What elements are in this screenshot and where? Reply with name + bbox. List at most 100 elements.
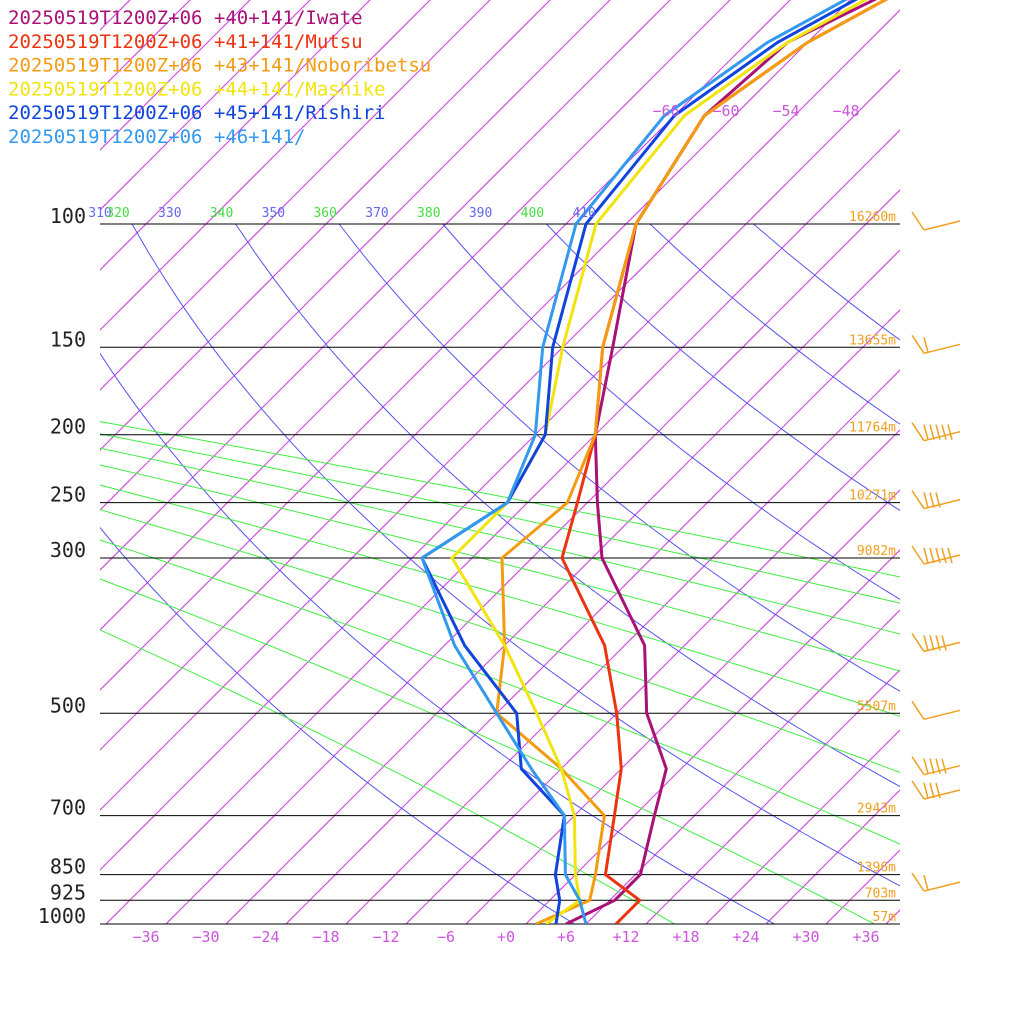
wind-barbs [911, 211, 961, 892]
dry-adiabat-line [442, 223, 900, 600]
pressure-label: 500 [50, 693, 86, 717]
wind-barb-staff [911, 780, 925, 800]
wind-barb-tick [947, 547, 953, 564]
pressure-label: 250 [50, 483, 86, 507]
wind-barb [911, 872, 961, 892]
wind-barb-staff [911, 756, 925, 776]
theta-label: 310 [88, 206, 111, 221]
wind-barb-tick [929, 782, 935, 799]
wind-barb-shaft [923, 764, 961, 776]
theta-label: 400 [521, 206, 544, 221]
wind-barb-tick [923, 874, 929, 891]
wind-barb-tick [923, 782, 929, 799]
wind-barb-shaft [923, 430, 961, 442]
isotherm-line [100, 0, 731, 631]
legend-entry: 20250519T1200Z+06 +41+141/Mutsu [8, 31, 363, 53]
wind-barb-staff [911, 700, 925, 720]
wind-barb-tick [929, 547, 935, 564]
series-line [495, 0, 889, 924]
isotherm-line [525, 549, 900, 924]
wind-barb-shaft [923, 881, 961, 892]
wind-barb-shaft [923, 220, 961, 231]
temperature-axis: −36 −30 −24 −18 −12 −6 +0 +6 +12 +18 +24 +30 +36 [132, 928, 879, 946]
pressure-label: 1000 [38, 904, 86, 928]
wind-barb-tick [929, 424, 935, 440]
wind-barb-tick [923, 635, 929, 651]
wind-barb-tick [923, 492, 929, 508]
temperature-tick-label: +18 [672, 928, 699, 946]
pressure-label: 850 [50, 855, 86, 879]
height-labels: 16260m 13655m 11764m 10271m 9082m 5507m 2943m 1… [849, 210, 896, 925]
wind-barb-staff [911, 211, 925, 231]
wind-barb-staff [911, 490, 925, 510]
theta-label: 390 [469, 206, 492, 221]
wind-barb [911, 632, 961, 653]
series-line [420, 0, 849, 924]
wind-barb-tick [929, 492, 935, 508]
moist-adiabat-line [100, 578, 875, 924]
wind-barb-tick [923, 424, 929, 440]
isotherm-line [100, 0, 791, 691]
pressure-label: 300 [50, 538, 86, 562]
dry-adiabat-line [131, 223, 900, 887]
dry-adiabat-line [753, 223, 900, 341]
wind-barb-shaft [923, 709, 961, 721]
legend-entry: 20250519T1200Z+06 +45+141/Rishiri [8, 102, 386, 124]
wind-barb-tick [929, 635, 935, 651]
isotherm-line [705, 729, 900, 924]
wind-barb-staff [911, 422, 925, 442]
series-line [560, 0, 889, 924]
theta-label: 320 [106, 206, 129, 221]
height-label: 10271m [849, 489, 896, 504]
wind-barb-tick [923, 547, 929, 564]
isotherm-line [345, 369, 900, 924]
isotherm-line [1006, 0, 1024, 924]
wind-barb-staff [911, 545, 925, 565]
wind-barb-tick [935, 758, 941, 774]
isotherm-line [165, 189, 900, 924]
series-line [450, 0, 869, 924]
temperature-tick-label: +30 [792, 928, 819, 946]
wind-barb-tick [935, 424, 941, 440]
isotherm-grid [100, 0, 1024, 924]
height-label: 2943m [857, 802, 896, 817]
height-label: 1396m [857, 861, 896, 876]
temperature-tick-label: −6 [437, 928, 455, 946]
height-label: 57m [873, 910, 897, 925]
isotherm-line [100, 9, 900, 811]
pressure-label: 150 [50, 327, 86, 351]
theta-label: 380 [417, 206, 440, 221]
temperature-tick-label: +0 [497, 928, 515, 946]
isotherm-line [465, 489, 900, 924]
dry-adiabat-line [649, 223, 900, 425]
wind-barb-shaft [923, 498, 961, 510]
wind-barb-staff [911, 872, 925, 892]
isotherm-line [885, 909, 900, 924]
dry-adiabat-line [235, 223, 900, 788]
legend-entry: 20250519T1200Z+06 +44+141/Mashike [8, 78, 386, 100]
legend-entry: 20250519T1200Z+06 +43+141/Noboribetsu [8, 55, 431, 77]
isotherm-line [100, 69, 900, 871]
temperature-tick-label: −30 [192, 928, 219, 946]
theta-label: 350 [262, 206, 285, 221]
temperature-tick-label: −18 [312, 928, 339, 946]
wind-barb-tick [941, 635, 947, 651]
wind-barb-tick [935, 492, 941, 508]
wind-barb [911, 211, 961, 231]
isotherm-line [405, 429, 900, 924]
wind-barb [911, 490, 961, 510]
height-label: 5507m [857, 699, 896, 714]
upper-temperature-label: −54 [772, 102, 799, 120]
height-label: 16260m [849, 210, 896, 225]
temperature-tick-label: −12 [372, 928, 399, 946]
wind-barb-tick [929, 758, 935, 774]
wind-barb-shaft [923, 641, 961, 653]
dry-adiabat-line [100, 526, 575, 924]
pressure-label: 200 [50, 415, 86, 439]
legend-entry: 20250519T1200Z+06 +46+141/ [8, 126, 305, 148]
wind-barb-staff [911, 632, 925, 652]
wind-barb-tick [947, 424, 953, 440]
wind-barb [911, 334, 961, 355]
pressure-label: 100 [50, 204, 86, 228]
